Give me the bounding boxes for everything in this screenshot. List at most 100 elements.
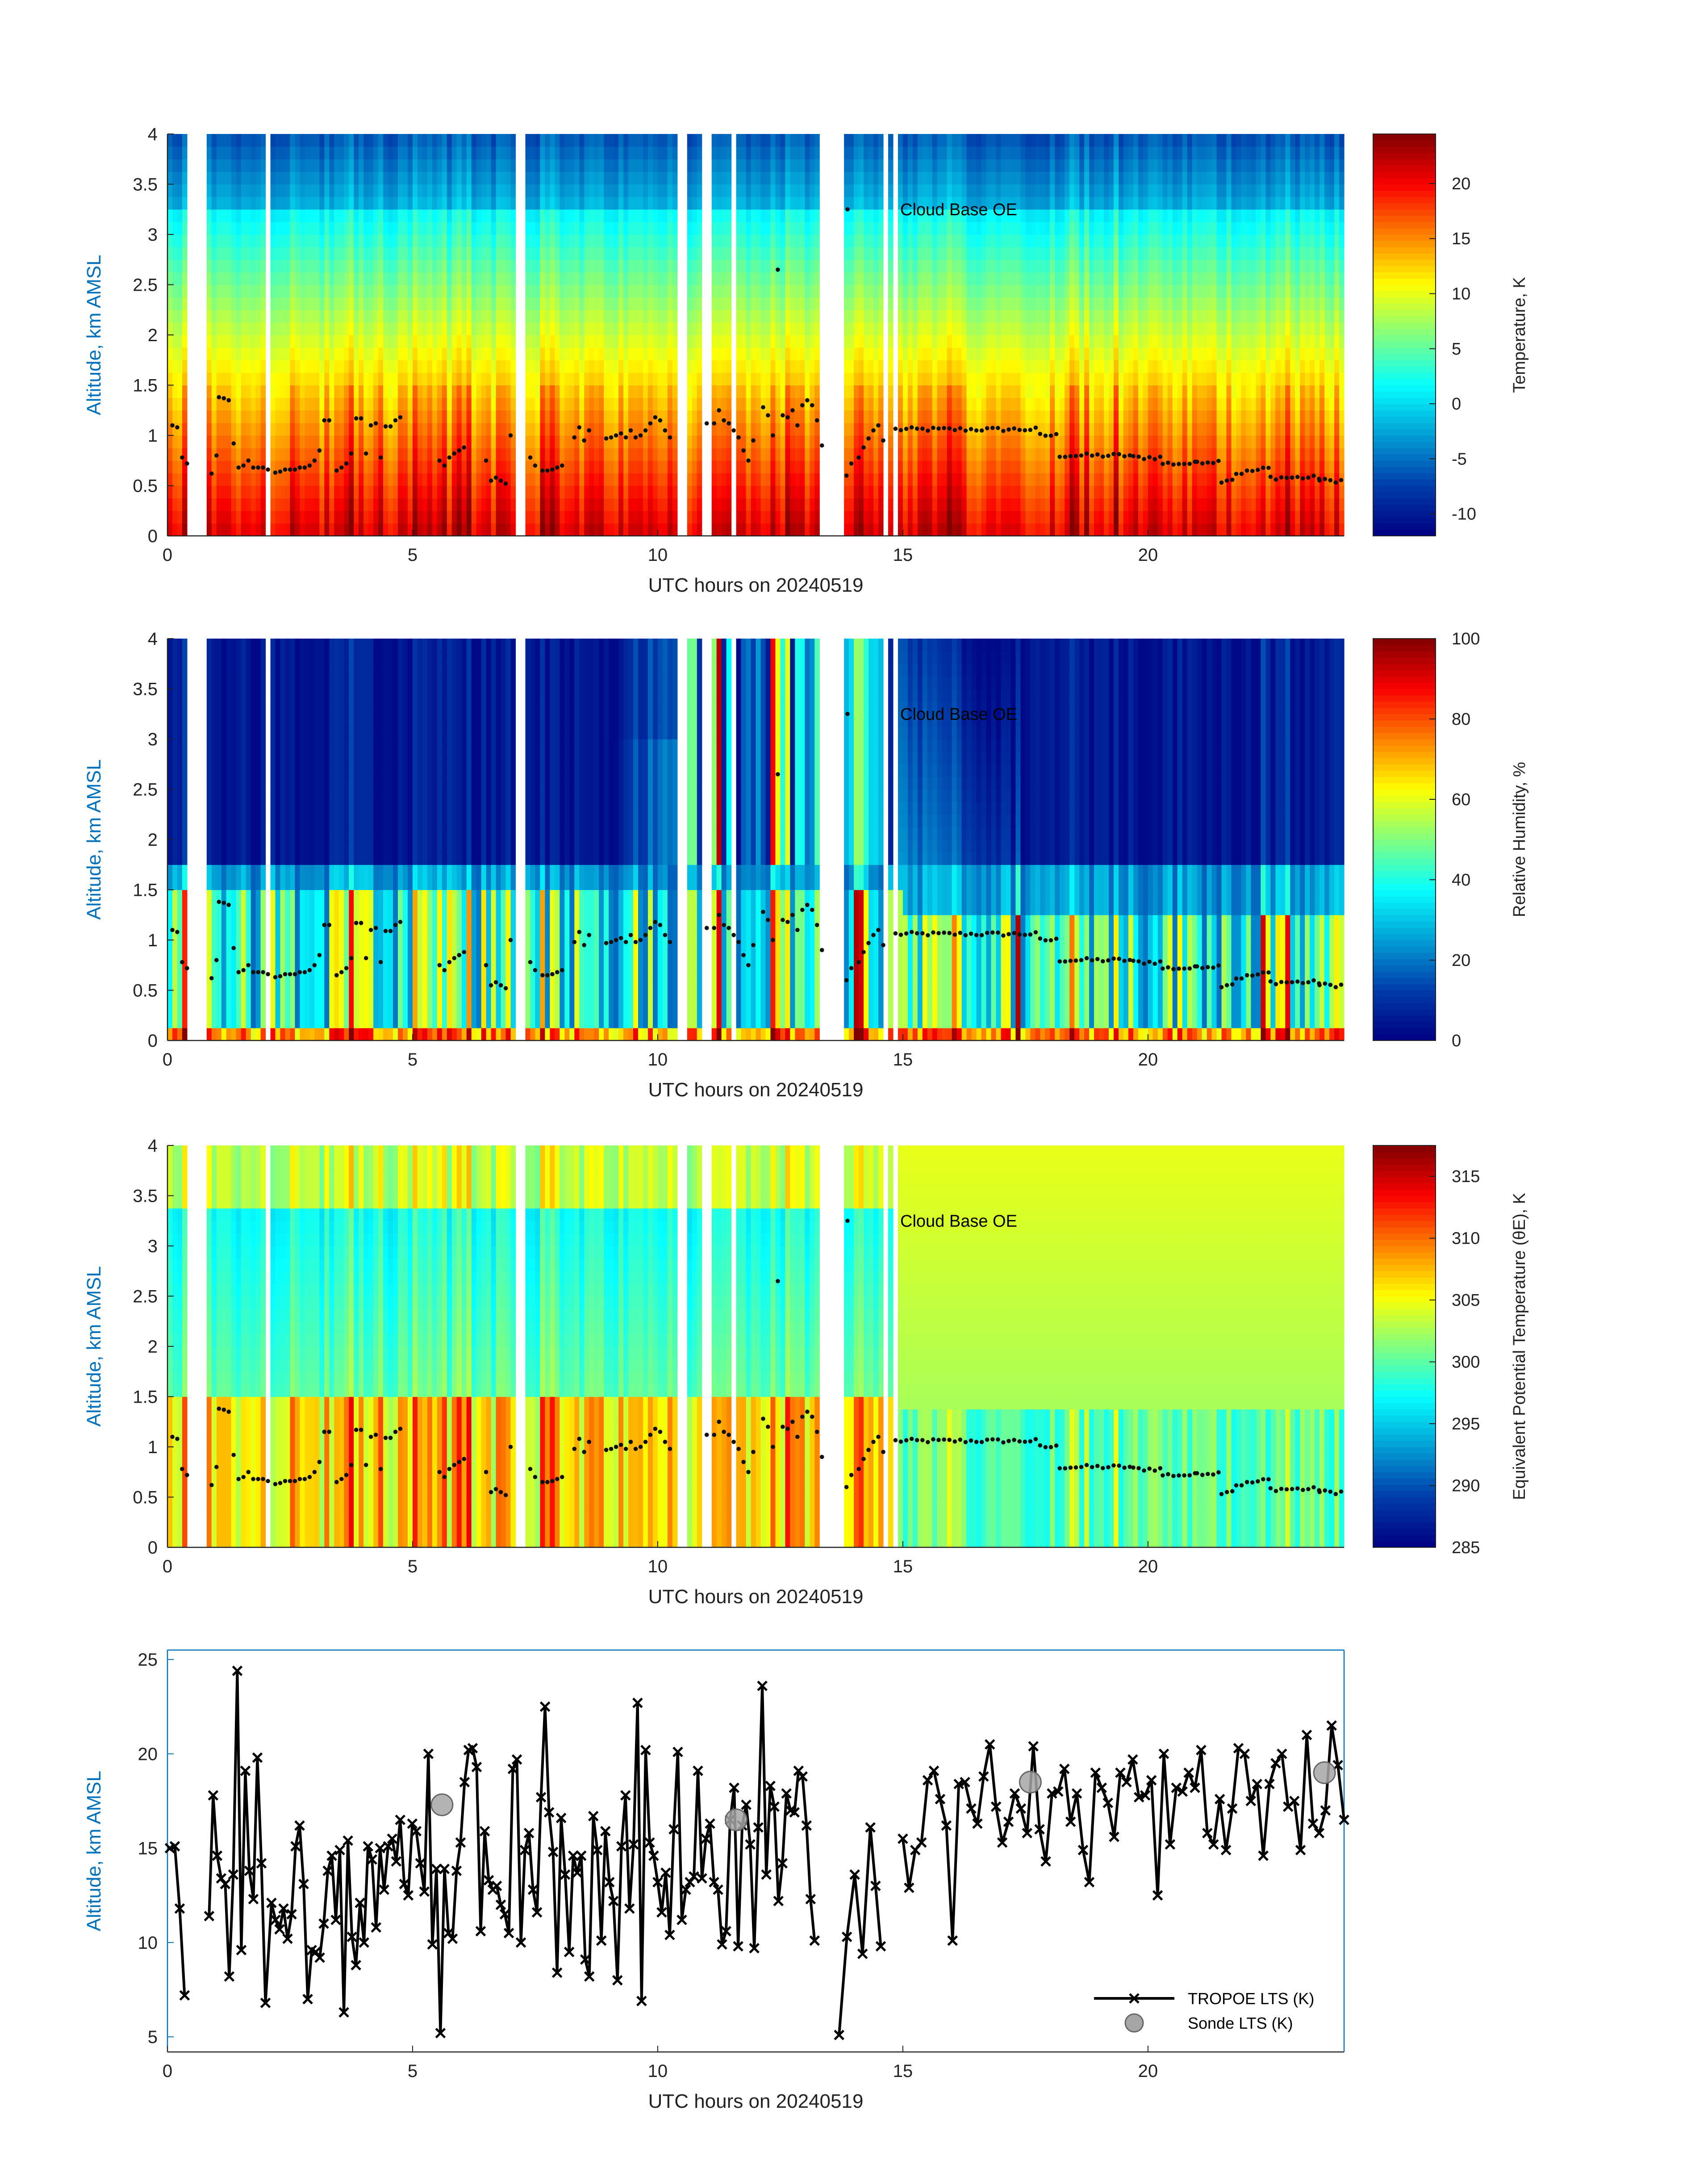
heat-cell bbox=[422, 485, 428, 499]
heat-cell bbox=[618, 510, 624, 524]
heat-cell bbox=[172, 397, 178, 411]
heat-cell bbox=[726, 460, 732, 473]
heat-cell bbox=[736, 284, 742, 298]
heat-cell bbox=[736, 322, 742, 335]
heat-cell bbox=[932, 385, 938, 398]
heat-cell bbox=[378, 460, 384, 473]
heat-cell bbox=[623, 322, 629, 335]
heat-cell bbox=[746, 247, 752, 260]
heat-cell bbox=[775, 360, 781, 373]
heat-cell bbox=[756, 435, 761, 448]
heat-cell bbox=[432, 284, 438, 298]
heat-cell bbox=[550, 134, 555, 147]
heat-cell bbox=[359, 498, 364, 511]
heat-cell bbox=[652, 347, 658, 360]
heat-cell bbox=[657, 335, 663, 348]
heat-cell bbox=[501, 397, 506, 411]
heat-cell bbox=[560, 410, 565, 423]
heat-cell bbox=[937, 209, 943, 222]
heat-cell bbox=[1011, 134, 1016, 147]
heat-cell bbox=[569, 523, 575, 536]
heat-cell bbox=[956, 221, 962, 235]
heat-cell bbox=[760, 448, 766, 461]
heat-cell bbox=[859, 523, 864, 536]
heat-cell bbox=[657, 460, 663, 473]
heat-cell bbox=[687, 460, 693, 473]
heat-cell bbox=[403, 435, 408, 448]
heat-cell bbox=[736, 460, 742, 473]
heat-cell bbox=[486, 171, 492, 185]
heat-cell bbox=[309, 196, 315, 210]
heat-cell bbox=[221, 159, 227, 172]
heat-cell bbox=[314, 309, 320, 323]
heat-cell bbox=[255, 523, 261, 536]
heat-cell bbox=[447, 146, 452, 159]
heat-cell bbox=[417, 221, 423, 235]
heat-cell bbox=[545, 284, 550, 298]
heat-cell bbox=[456, 498, 462, 511]
heat-cell bbox=[756, 448, 761, 461]
heat-cell bbox=[290, 523, 296, 536]
heat-cell bbox=[510, 209, 516, 222]
heat-cell bbox=[510, 134, 516, 147]
heat-cell bbox=[496, 485, 501, 499]
heat-cell bbox=[167, 297, 173, 310]
heat-cell bbox=[814, 284, 820, 298]
heat-cell bbox=[501, 146, 506, 159]
heat-cell bbox=[795, 134, 800, 147]
heat-cell bbox=[545, 272, 550, 285]
heat-cell bbox=[378, 322, 384, 335]
heat-cell bbox=[260, 385, 266, 398]
heat-cell bbox=[290, 510, 296, 524]
heat-cell bbox=[647, 397, 653, 411]
heat-cell bbox=[383, 284, 388, 298]
heat-cell bbox=[555, 209, 560, 222]
heat-cell bbox=[280, 134, 286, 147]
heat-cell bbox=[976, 397, 982, 411]
heat-cell bbox=[614, 247, 619, 260]
heat-cell bbox=[349, 297, 354, 310]
heat-cell bbox=[530, 372, 536, 386]
heat-cell bbox=[907, 422, 913, 436]
heat-cell bbox=[417, 435, 423, 448]
heat-cell bbox=[403, 322, 408, 335]
heat-cell bbox=[1020, 221, 1026, 235]
heat-cell bbox=[981, 322, 987, 335]
heat-cell bbox=[922, 184, 928, 197]
heat-cell bbox=[790, 448, 795, 461]
heat-cell bbox=[1001, 247, 1006, 260]
heat-cell bbox=[246, 335, 251, 348]
heat-cell bbox=[667, 473, 673, 486]
heat-cell bbox=[491, 523, 497, 536]
heat-cell bbox=[932, 372, 938, 386]
heat-cell bbox=[373, 397, 379, 411]
heat-cell bbox=[456, 284, 462, 298]
heat-cell bbox=[422, 448, 428, 461]
heat-cell bbox=[756, 372, 761, 386]
heat-cell bbox=[785, 372, 790, 386]
heat-cell bbox=[996, 259, 1002, 272]
heat-cell bbox=[486, 435, 492, 448]
heat-cell bbox=[285, 347, 291, 360]
heat-cell bbox=[476, 335, 482, 348]
heat-cell bbox=[638, 134, 643, 147]
heat-cell bbox=[540, 247, 545, 260]
heat-cell bbox=[927, 523, 933, 536]
heat-cell bbox=[584, 422, 589, 436]
heat-cell bbox=[1006, 134, 1011, 147]
heat-cell bbox=[907, 448, 913, 461]
heat-cell bbox=[981, 184, 987, 197]
heat-cell bbox=[912, 460, 918, 473]
heat-cell bbox=[721, 234, 727, 247]
heat-cell bbox=[216, 523, 222, 536]
heat-cell bbox=[211, 196, 217, 210]
heat-cell bbox=[496, 322, 501, 335]
heat-cell bbox=[491, 284, 497, 298]
heat-cell bbox=[844, 234, 849, 247]
heat-cell bbox=[917, 146, 923, 159]
heat-cell bbox=[383, 146, 388, 159]
heat-cell bbox=[412, 247, 418, 260]
heat-cell bbox=[584, 184, 589, 197]
heat-cell bbox=[775, 347, 781, 360]
heat-cell bbox=[647, 435, 653, 448]
